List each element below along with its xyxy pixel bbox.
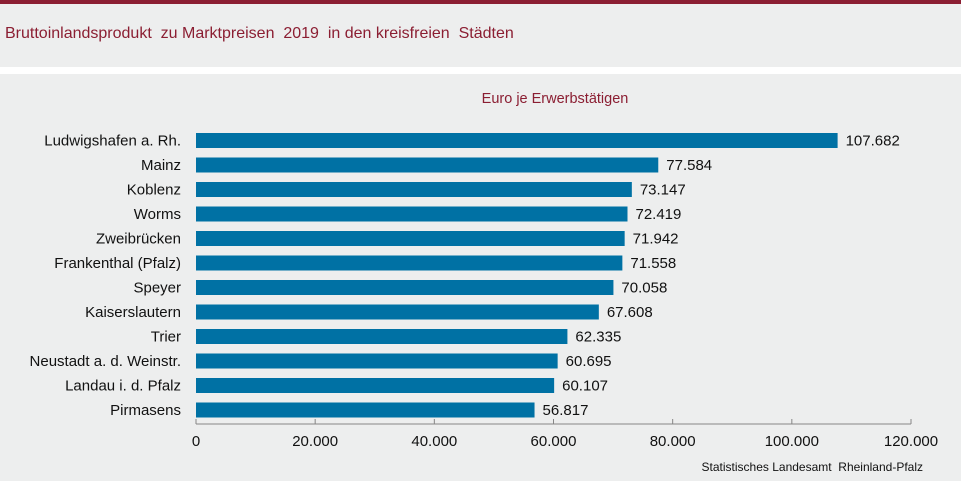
bar bbox=[196, 402, 535, 418]
category-label: Pirmasens bbox=[110, 402, 181, 419]
bar bbox=[196, 304, 599, 320]
bars-group: Ludwigshafen a. Rh. 107.682 Mainz 77.584 Kob… bbox=[30, 133, 900, 420]
category-label: Frankenthal (Pfalz) bbox=[54, 255, 181, 272]
category-label: Zweibrücken bbox=[96, 231, 181, 248]
chart-subtitle: Euro je Erwerbstätigen bbox=[481, 91, 629, 107]
value-label: 73.147 bbox=[640, 182, 686, 199]
x-axis: 0 20.000 40.000 60.000 80.000 100.000 120.000 bbox=[192, 419, 938, 450]
bar bbox=[196, 280, 614, 295]
value-label: 71.558 bbox=[630, 255, 676, 272]
x-tick-label: 100.000 bbox=[765, 433, 819, 450]
value-label: 70.058 bbox=[621, 280, 667, 297]
value-label: 62.335 bbox=[575, 329, 621, 346]
value-label: 72.419 bbox=[635, 206, 681, 223]
value-label: 71.942 bbox=[633, 231, 679, 248]
header: Bruttoinlandsprodukt zu Marktpreisen 201… bbox=[0, 4, 961, 67]
category-label: Speyer bbox=[133, 280, 181, 297]
value-label: 107.682 bbox=[846, 133, 900, 150]
value-label: 60.695 bbox=[566, 353, 612, 370]
x-tick-label: 80.000 bbox=[650, 433, 696, 450]
x-tick-label: 40.000 bbox=[411, 433, 457, 450]
x-tick-label: 120.000 bbox=[884, 433, 938, 450]
bar bbox=[196, 133, 838, 148]
category-label: Ludwigshafen a. Rh. bbox=[44, 133, 181, 150]
bar bbox=[196, 231, 625, 246]
bar bbox=[196, 206, 628, 222]
category-label: Trier bbox=[151, 329, 181, 346]
bar bbox=[196, 353, 558, 369]
chart-title: Bruttoinlandsprodukt zu Marktpreisen 201… bbox=[5, 25, 514, 42]
category-label: Koblenz bbox=[127, 182, 181, 199]
bar bbox=[196, 157, 659, 173]
x-tick-label: 60.000 bbox=[531, 433, 577, 450]
value-label: 67.608 bbox=[607, 304, 653, 321]
x-tick-label: 0 bbox=[192, 433, 200, 450]
bar bbox=[196, 182, 632, 197]
category-label: Neustadt a. d. Weinstr. bbox=[30, 353, 181, 370]
category-label: Mainz bbox=[141, 157, 181, 174]
value-label: 60.107 bbox=[562, 378, 608, 395]
brand-top-bar bbox=[0, 0, 961, 4]
value-label: 77.584 bbox=[666, 157, 712, 174]
bar bbox=[196, 329, 568, 344]
x-tick-label: 20.000 bbox=[292, 433, 338, 450]
bar bbox=[196, 378, 555, 393]
category-label: Landau i. d. Pfalz bbox=[65, 378, 181, 395]
category-label: Kaiserslautern bbox=[85, 304, 181, 321]
category-label: Worms bbox=[134, 206, 181, 223]
value-label: 56.817 bbox=[543, 402, 589, 419]
bar bbox=[196, 255, 623, 271]
header-separator bbox=[0, 67, 961, 74]
source-note: Statistisches Landesamt Rheinland-Pfalz bbox=[701, 460, 923, 474]
